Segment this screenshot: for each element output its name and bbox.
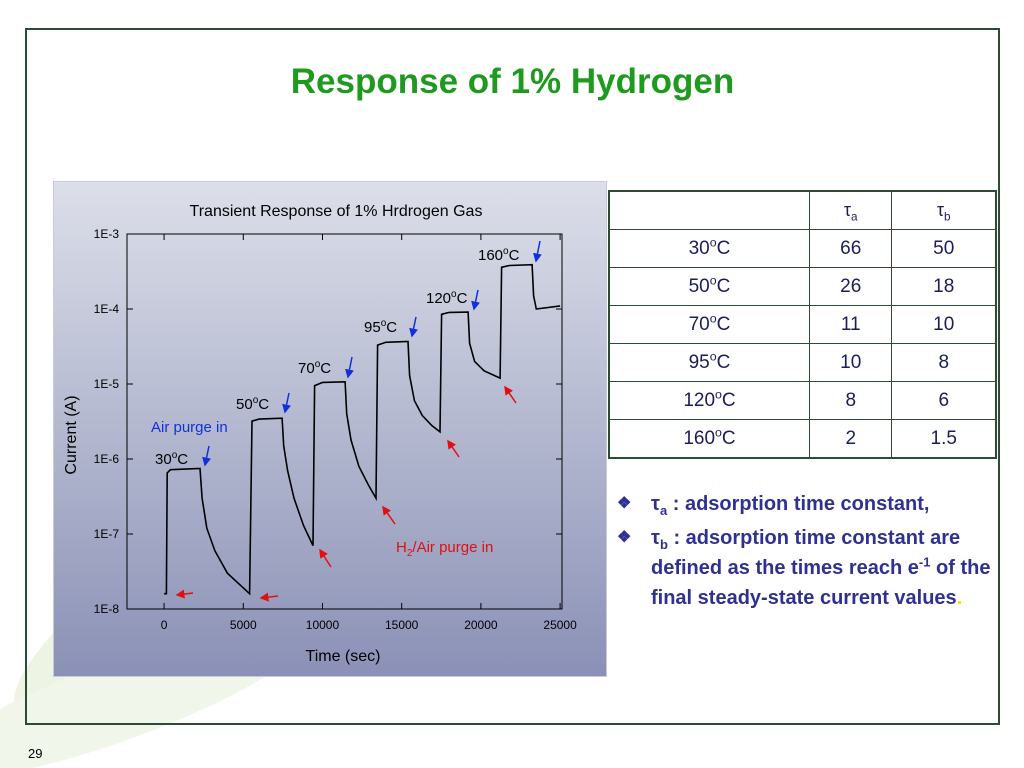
tau-value: 2: [808, 419, 893, 459]
tau-subscript: a: [659, 503, 668, 518]
bullet-list: τa : adsorption time constant,τb : adsor…: [617, 489, 1012, 617]
x-tick-label: 5000: [230, 618, 257, 632]
tau-value: 8: [808, 381, 893, 420]
degree: o: [709, 235, 717, 250]
temp-value: 70: [688, 313, 710, 335]
degree: o: [709, 273, 717, 288]
temp-value: 50: [688, 275, 710, 297]
air-purge-label: Air purge in: [151, 419, 228, 436]
temp-label: 70oC: [298, 359, 331, 377]
temp-cell: 30oC: [608, 229, 810, 268]
table-row: 30oC 66 50: [608, 229, 997, 268]
bullet-text: : adsorption time constant are defined a…: [651, 527, 961, 579]
table-row: 95oC 10 8: [608, 343, 997, 382]
chart-panel: [53, 181, 607, 677]
temp-unit: C: [721, 389, 736, 411]
bullet-text: : adsorption time constant,: [667, 493, 930, 515]
tau-table: τa τb 30oC 66 50 50oC 26 18 70oC 11 10 95oC 10 8 120oC…: [608, 190, 997, 459]
temp-cell: 70oC: [608, 305, 810, 344]
x-tick-label: 10000: [306, 618, 340, 632]
bullet-end: .: [956, 587, 963, 609]
tau-symbol: τ: [651, 527, 660, 549]
y-tick-label: 1E-5: [94, 377, 120, 391]
y-tick-label: 1E-4: [94, 302, 120, 316]
bullet: τb : adsorption time constant are define…: [617, 523, 1012, 613]
tau-subscript: b: [659, 537, 668, 552]
annotations: 30oC 50oC 70oC 95oC 120oC 160oC Air purg…: [151, 246, 520, 559]
tau-value: 1.5: [891, 419, 997, 459]
degree: o: [709, 349, 717, 364]
tau-symbol: τ: [651, 493, 660, 515]
slide-frame: [25, 28, 1000, 725]
tau-value: 50: [891, 229, 997, 268]
x-tick-label: 25000: [543, 618, 577, 632]
temp-cell: 120oC: [608, 381, 810, 420]
tau-value: 10: [808, 343, 893, 382]
h2-purge-label: H2/Air purge in: [396, 539, 493, 559]
temp-value: 95: [688, 351, 710, 373]
slide-title: Response of 1% Hydrogen: [290, 62, 735, 101]
current-line: [164, 263, 561, 596]
temp-label: 50oC: [236, 395, 269, 413]
tau-value: 18: [891, 267, 997, 306]
temp-unit: C: [716, 237, 731, 259]
temp-label: 95oC: [364, 318, 397, 336]
bullet-text: of the final steady-state current values: [651, 557, 991, 609]
degree: o: [715, 387, 722, 402]
table-row: 160oC 2 1.5: [608, 419, 997, 459]
tau-value: 10: [891, 305, 997, 344]
chart-title: Transient Response of 1% Hrdrogen Gas: [190, 203, 483, 220]
y-tick-label: 1E-3: [94, 227, 120, 241]
temp-unit: C: [721, 427, 736, 449]
table-row: 120oC 8 6: [608, 381, 997, 420]
y-tick-label: 1E-6: [94, 452, 120, 466]
temp-value: 160: [683, 427, 716, 449]
tau-value: 66: [808, 229, 893, 268]
header-cell: τa: [808, 190, 893, 230]
header-row: τa τb: [608, 190, 997, 230]
bullet: τa : adsorption time constant,: [617, 489, 1012, 519]
tau-value: 11: [808, 305, 893, 344]
tau-value: 8: [891, 343, 997, 382]
x-tick-label: 20000: [464, 618, 498, 632]
header-cell: τb: [891, 190, 997, 230]
y-axis-label: Current (A): [63, 395, 80, 474]
red-arrows: [175, 385, 517, 602]
tau-subscript: a: [851, 210, 858, 224]
temp-label: 120oC: [426, 289, 468, 307]
temp-label: 160oC: [478, 246, 520, 264]
temp-unit: C: [716, 275, 731, 297]
degree: o: [715, 425, 722, 440]
tau-symbol: τ: [843, 200, 852, 220]
temp-value: 30: [688, 237, 710, 259]
temp-value: 120: [683, 389, 716, 411]
x-axis-label: Time (sec): [306, 648, 381, 665]
tau-value: 6: [891, 381, 997, 420]
table-row: 50oC 26 18: [608, 267, 997, 306]
temp-cell: 95oC: [608, 343, 810, 382]
temp-unit: C: [716, 351, 731, 373]
tau-symbol: τ: [936, 200, 945, 220]
y-tick-label: 1E-7: [94, 527, 120, 541]
degree: o: [709, 311, 717, 326]
plot-frame: [126, 233, 563, 610]
temp-unit: C: [716, 313, 731, 335]
tau-subscript: b: [944, 210, 951, 224]
x-tick-label: 0: [161, 618, 168, 632]
y-tick-label: 1E-8: [94, 602, 120, 616]
temp-cell: 160oC: [608, 419, 810, 459]
x-tick-label: 15000: [385, 618, 419, 632]
temp-cell: 50oC: [608, 267, 810, 306]
blue-arrows: [202, 240, 542, 467]
table-row: 70oC 11 10: [608, 305, 997, 344]
exponent: -1: [918, 554, 931, 570]
tau-value: 26: [808, 267, 893, 306]
header-cell: [608, 190, 810, 230]
page-number: 29: [28, 746, 43, 761]
temp-label: 30oC: [155, 450, 188, 468]
